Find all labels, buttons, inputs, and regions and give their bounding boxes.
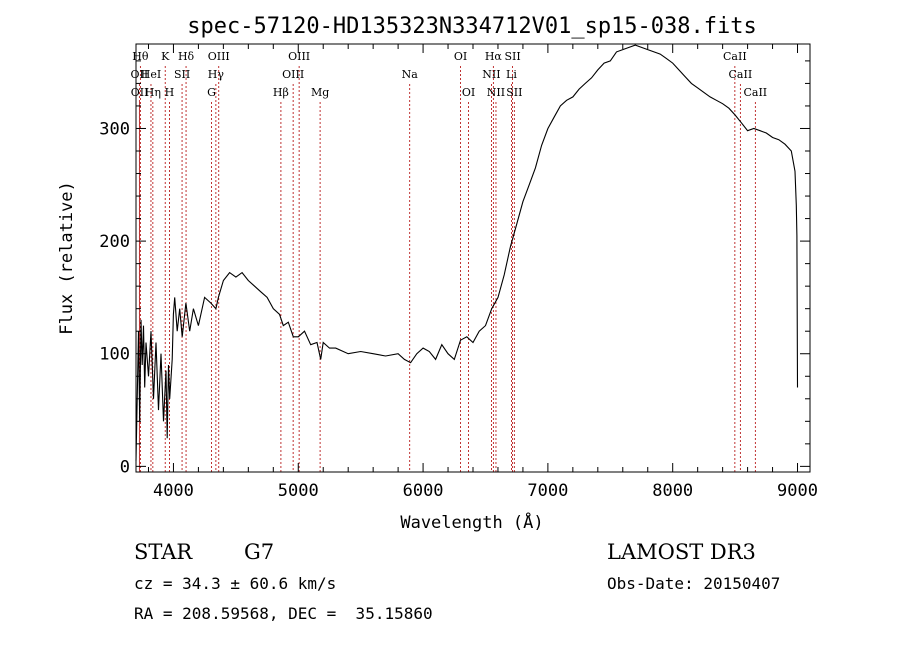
line-marker-label: OIII (282, 68, 304, 81)
line-marker-label: CaII (729, 68, 753, 81)
x-tick-label: 4000 (153, 481, 194, 501)
y-tick-label: 100 (99, 345, 130, 365)
line-marker-label: SII (506, 86, 522, 99)
line-marker-label: OI (462, 86, 475, 99)
y-axis-label: Flux (relative) (57, 181, 77, 335)
line-marker-label: OIII (208, 50, 230, 63)
y-tick-label: 200 (99, 232, 130, 252)
line-marker-label: OI (454, 50, 467, 63)
spectrum-chart: spec-57120-HD135323N334712V01_sp15-038.f… (57, 14, 818, 533)
line-marker-label: NII (487, 86, 505, 99)
line-marker-label: HeI (141, 68, 161, 81)
redshift-velocity: cz = 34.3 ± 60.6 km/s (134, 574, 337, 593)
line-marker-label: Hδ (178, 50, 195, 63)
x-tick-label: 7000 (527, 481, 568, 501)
line-marker-label: SII (504, 50, 520, 63)
line-marker-label: Hγ (208, 68, 225, 81)
line-marker-label: OII (131, 86, 149, 99)
line-marker-label: Li (506, 68, 517, 81)
line-marker-label: CaII (723, 50, 747, 63)
line-marker-label: NII (482, 68, 500, 81)
line-marker-label: G (207, 86, 216, 99)
x-axis-label: Wavelength (Å) (400, 511, 543, 533)
line-marker-label: Hη (145, 86, 161, 99)
line-marker-label: OII (131, 68, 149, 81)
plot-frame (135, 43, 811, 473)
axis-ticks: 4000 5000 6000 7000 8000 9000 0 100 200 300 (99, 44, 818, 501)
line-marker-label: H (165, 86, 175, 99)
object-class: STAR (134, 540, 193, 564)
x-tick-label: 5000 (278, 481, 319, 501)
line-marker-label: K (161, 50, 170, 63)
spectrum-series-line (135, 44, 799, 461)
y-tick-label: 0 (120, 457, 130, 477)
line-markers: HθOIIOIIHeIHηKHSIIHδGHγOIIIHβOIIIOIIIMgN… (131, 50, 767, 472)
x-tick-label: 8000 (652, 481, 693, 501)
line-marker-label: Hα (485, 50, 503, 63)
line-marker-label: Na (402, 68, 419, 81)
x-tick-label: 9000 (777, 481, 818, 501)
line-marker-label: OIII (288, 50, 310, 63)
line-marker-label: SII (174, 68, 190, 81)
x-tick-label: 6000 (403, 481, 444, 501)
observation-date: Obs-Date: 20150407 (607, 574, 781, 593)
line-marker-label: Mg (311, 86, 329, 99)
chart-title: spec-57120-HD135323N334712V01_sp15-038.f… (187, 14, 757, 39)
line-marker-label: Hβ (273, 86, 289, 99)
object-subclass: G7 (244, 540, 275, 564)
survey-name: LAMOST DR3 (607, 540, 756, 564)
coordinates: RA = 208.59568, DEC = 35.15860 (134, 604, 433, 623)
y-tick-label: 300 (99, 119, 130, 139)
line-marker-label: CaII (743, 86, 767, 99)
